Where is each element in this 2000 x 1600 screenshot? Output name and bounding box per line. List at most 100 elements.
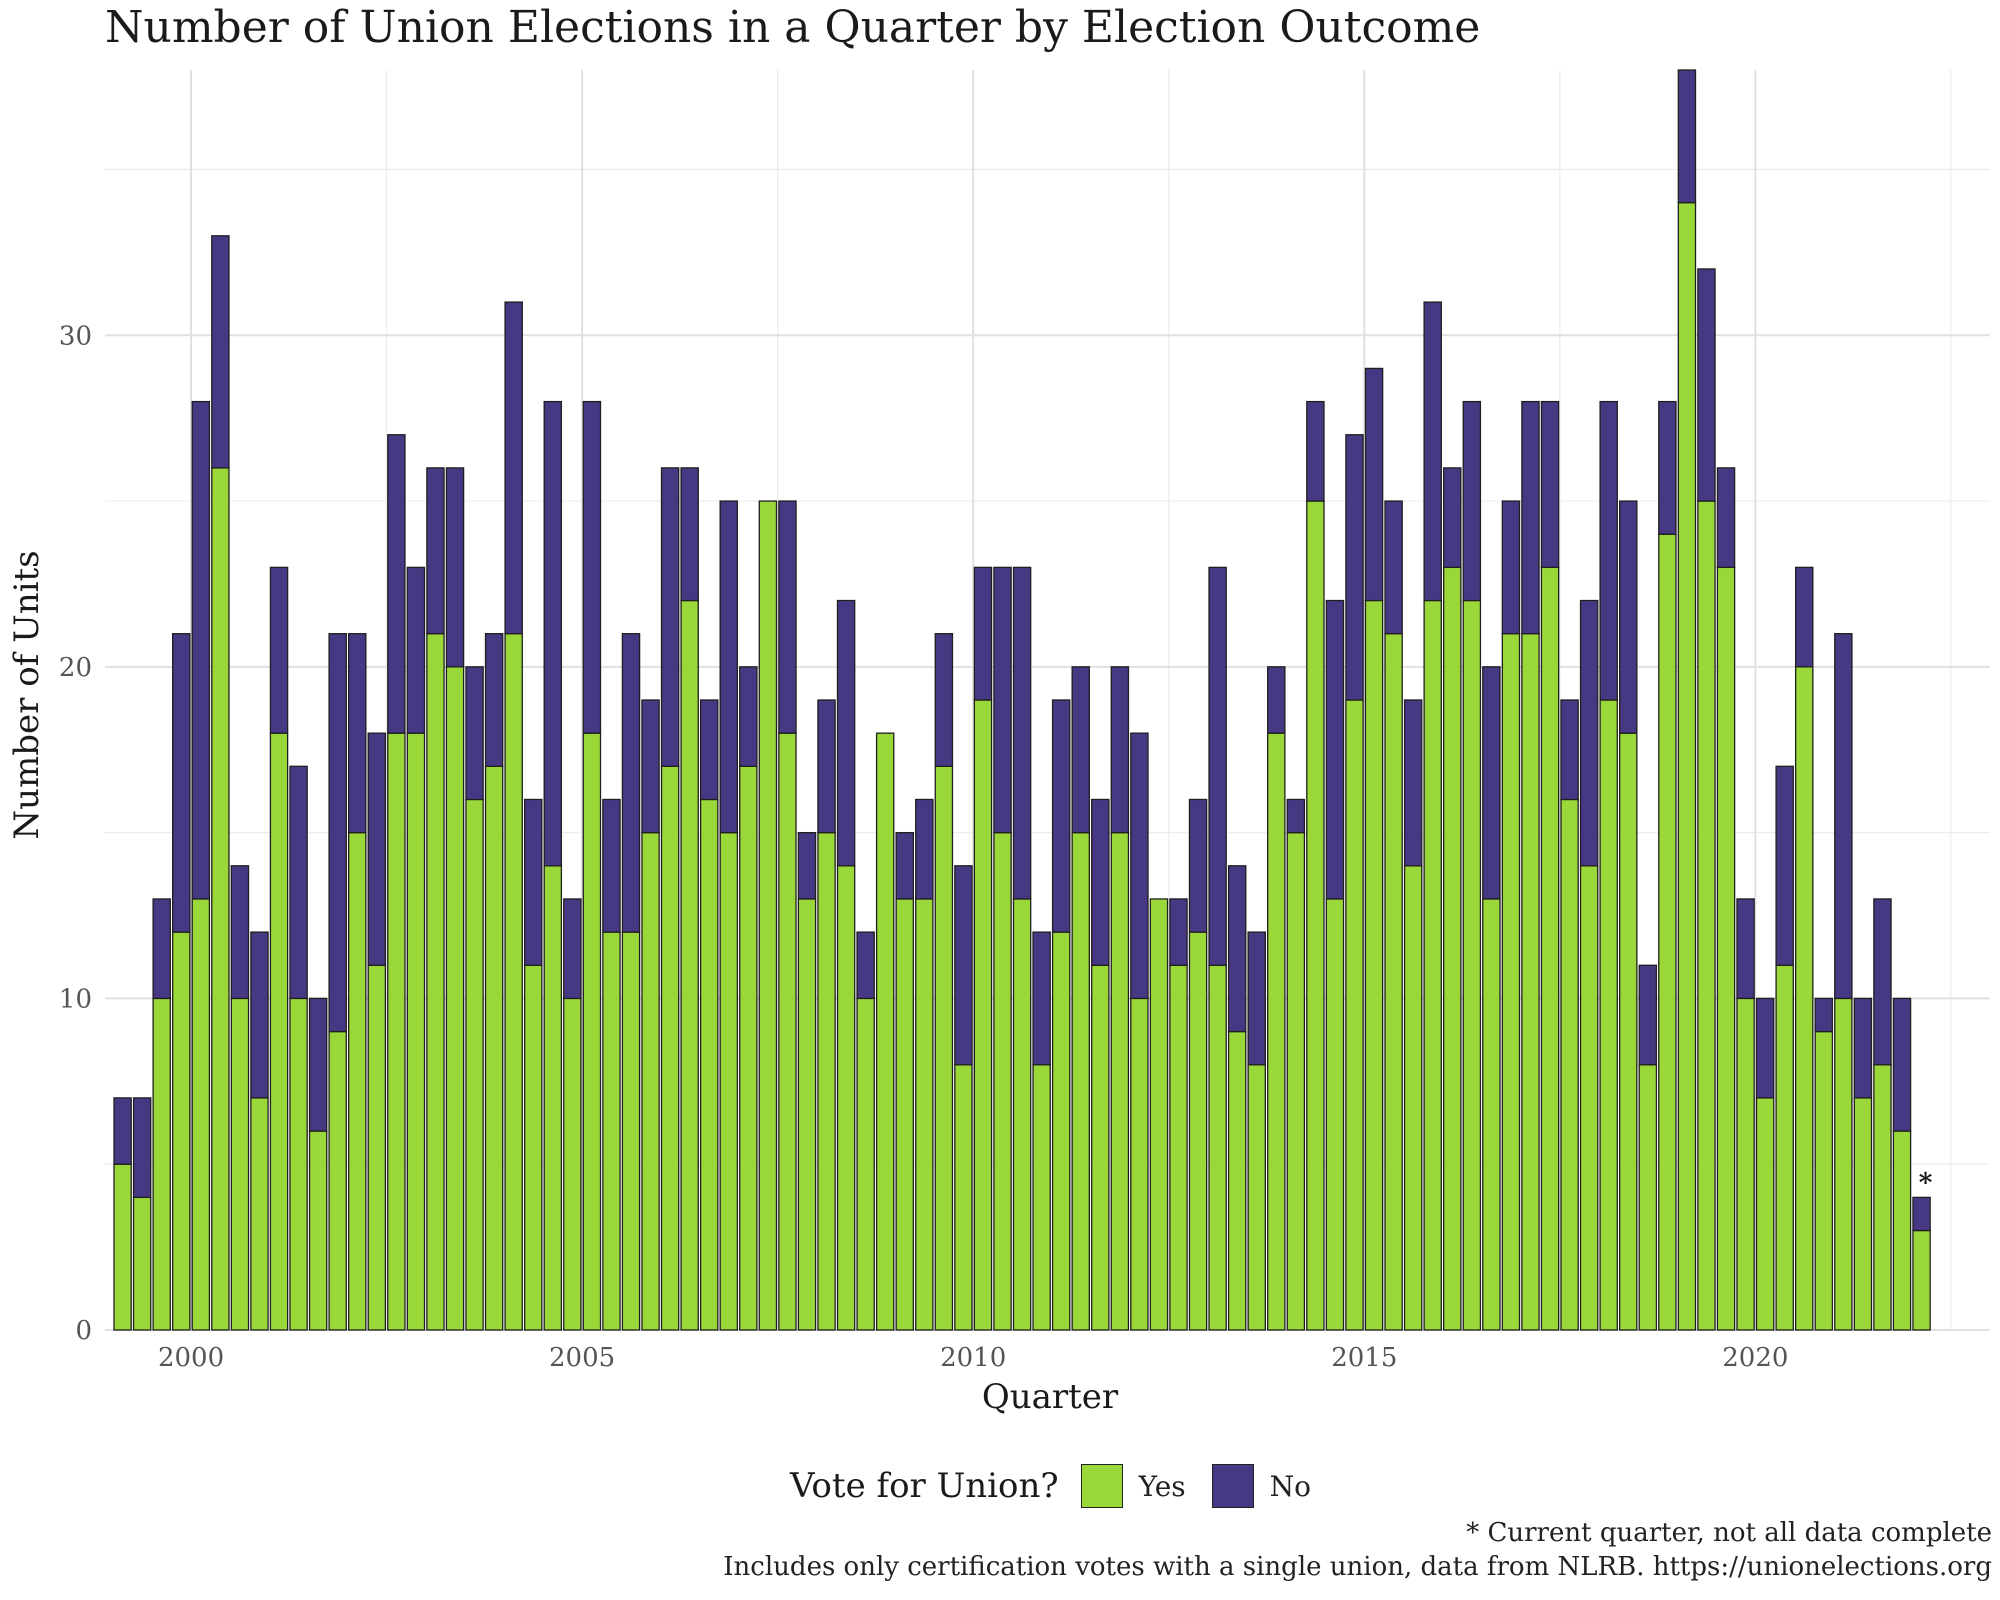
- bar-yes: [230, 997, 250, 1331]
- bar-no: [1853, 997, 1873, 1099]
- y-tick-label: 0: [75, 1316, 92, 1346]
- legend-label-yes: Yes: [1138, 1469, 1186, 1503]
- bar-no: [1775, 765, 1794, 966]
- bar-no: [1208, 566, 1227, 966]
- bar-no: [543, 400, 563, 867]
- bar-yes: [719, 831, 739, 1331]
- annotations: *: [1919, 1168, 1933, 1198]
- bar-yes: [1247, 1064, 1266, 1331]
- bar-no: [1697, 268, 1716, 502]
- bar-no: [1012, 566, 1032, 900]
- bar-no: [230, 865, 250, 1000]
- bar-no: [152, 898, 171, 1000]
- bar-yes: [934, 765, 954, 1331]
- bar-no: [1403, 699, 1423, 867]
- bar-no: [1736, 898, 1755, 1000]
- bar-yes: [347, 831, 367, 1331]
- bar-yes: [563, 997, 582, 1331]
- bar-yes: [836, 865, 856, 1331]
- bar-yes: [895, 898, 915, 1331]
- bar-yes: [1677, 201, 1697, 1331]
- bar-no: [504, 301, 523, 635]
- bar-no: [602, 798, 621, 933]
- bar-no: [621, 633, 641, 933]
- bar-yes: [1501, 633, 1521, 1331]
- bar-yes: [1579, 865, 1599, 1331]
- bar-yes: [954, 1064, 973, 1331]
- bar-yes: [1873, 1064, 1892, 1331]
- bar-yes: [1384, 633, 1403, 1331]
- bar-no: [1482, 666, 1501, 900]
- bar-yes: [621, 931, 641, 1331]
- bar-yes: [641, 831, 660, 1331]
- bar-no: [836, 599, 856, 867]
- bar-no: [308, 997, 328, 1132]
- bar-yes: [1110, 831, 1130, 1331]
- bar-yes: [739, 765, 758, 1331]
- bar-yes: [1364, 599, 1384, 1331]
- bar-yes: [993, 831, 1012, 1331]
- bar-no: [1032, 931, 1051, 1066]
- bar-no: [1462, 400, 1482, 602]
- bar-yes: [1345, 699, 1364, 1331]
- bar-no: [1618, 500, 1638, 734]
- bar-yes: [1736, 997, 1755, 1331]
- bar-no: [367, 732, 387, 966]
- bar-yes: [328, 1030, 347, 1331]
- bar-yes: [1443, 566, 1462, 1331]
- bar-no: [1227, 865, 1247, 1033]
- y-tick-label: 20: [59, 653, 92, 683]
- bar-yes: [406, 732, 426, 1331]
- bar-no: [1188, 798, 1208, 933]
- bar-yes: [211, 467, 230, 1331]
- bar-no: [1794, 566, 1814, 668]
- bar-no: [445, 467, 465, 668]
- bar-no: [172, 633, 191, 933]
- bar-yes: [504, 633, 523, 1331]
- bar-no: [289, 765, 308, 1000]
- bar-no: [817, 699, 836, 834]
- bar-yes: [1267, 732, 1286, 1331]
- bar-no: [1658, 400, 1677, 535]
- bar-no: [426, 467, 445, 635]
- bar-no: [484, 633, 504, 767]
- bar-no: [1306, 400, 1325, 502]
- bar-yes: [915, 898, 934, 1331]
- bar-yes: [778, 732, 797, 1331]
- bar-yes: [875, 732, 895, 1331]
- bar-no: [1364, 367, 1384, 602]
- bar-yes: [1149, 898, 1169, 1331]
- y-axis-label: Number of Units: [7, 550, 47, 839]
- bar-no: [739, 666, 758, 767]
- bar-yes: [1032, 1064, 1051, 1331]
- bar-no: [250, 931, 269, 1099]
- bar-yes: [602, 931, 621, 1331]
- bar-yes: [1560, 798, 1579, 1331]
- legend-title: Vote for Union?: [790, 1466, 1059, 1506]
- bar-yes: [1599, 699, 1618, 1331]
- bar-yes: [1169, 964, 1188, 1331]
- bar-no: [406, 566, 426, 734]
- legend-key-no: [1211, 1464, 1254, 1508]
- bar-no: [915, 798, 934, 900]
- bar-no: [1267, 666, 1286, 734]
- bar-yes: [1697, 500, 1716, 1331]
- bar-yes: [426, 633, 445, 1331]
- bar-no: [1247, 931, 1266, 1066]
- bar-yes: [1618, 732, 1638, 1331]
- bar-yes: [1227, 1030, 1247, 1331]
- bar-yes: [758, 500, 778, 1331]
- bar-yes: [1208, 964, 1227, 1331]
- bar-no: [1873, 898, 1892, 1066]
- bar-no: [523, 798, 543, 966]
- bar-no: [895, 831, 915, 900]
- bar-no: [1560, 699, 1579, 801]
- bar-no: [328, 633, 347, 1033]
- bar-yes: [269, 732, 289, 1331]
- bar-no: [778, 500, 797, 734]
- bar-no: [641, 699, 660, 834]
- bar-yes: [523, 964, 543, 1331]
- bar-no: [856, 931, 875, 1000]
- bar-no: [465, 666, 484, 801]
- bar-yes: [1051, 931, 1071, 1331]
